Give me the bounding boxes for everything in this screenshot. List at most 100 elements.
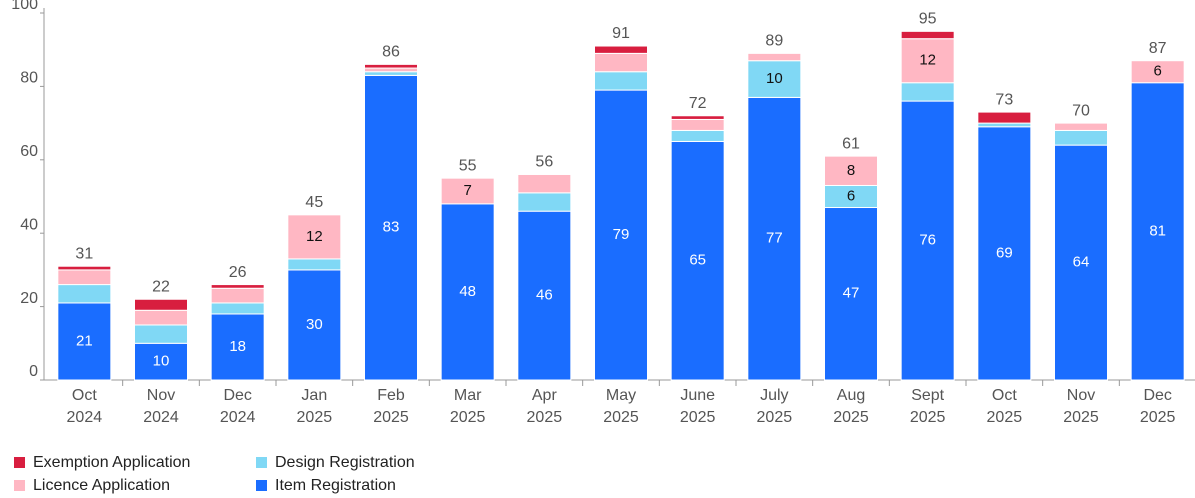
total-label: 26	[229, 264, 247, 281]
x-tick-label: 2025	[833, 409, 869, 426]
total-label: 73	[995, 91, 1013, 108]
y-tick-label: 40	[20, 216, 38, 233]
data-label: 64	[1073, 254, 1090, 271]
bar-segment	[900, 82, 955, 102]
y-tick-label: 20	[20, 290, 38, 307]
x-tick-label: Dec	[223, 387, 251, 404]
data-label: 12	[306, 228, 323, 245]
bar-segment	[900, 30, 955, 40]
y-tick-label: 0	[29, 363, 38, 380]
bar-segment	[440, 177, 495, 205]
data-label: 79	[613, 226, 630, 243]
data-label: 21	[76, 332, 93, 349]
bar-segment	[670, 140, 725, 381]
total-label: 72	[689, 95, 707, 112]
total-label: 86	[382, 44, 400, 61]
x-tick-label: 2025	[987, 409, 1023, 426]
bar-segment	[57, 269, 112, 286]
legend-swatch	[256, 480, 267, 491]
data-label: 12	[919, 52, 936, 69]
x-tick-label: Apr	[532, 387, 558, 404]
y-tick-label: 100	[11, 0, 38, 13]
total-label: 91	[612, 25, 630, 42]
x-tick-label: 2025	[527, 409, 563, 426]
total-label: 70	[1072, 102, 1090, 119]
bar-segment	[1054, 122, 1108, 131]
bar-segment	[517, 173, 572, 194]
bar-segment	[364, 71, 418, 76]
bar-segment	[670, 129, 725, 142]
x-tick-label: 2024	[67, 409, 103, 426]
x-tick-label: May	[606, 387, 636, 404]
bar-segment	[747, 60, 802, 98]
total-label: 22	[152, 278, 170, 295]
x-tick-label: July	[760, 387, 788, 404]
data-label: 77	[766, 230, 783, 247]
data-label: 83	[383, 219, 400, 236]
total-label: 61	[842, 135, 860, 152]
bar-segment	[210, 302, 265, 315]
bar-segment	[57, 302, 112, 381]
x-tick-label: 2025	[680, 409, 716, 426]
bar-segment	[134, 342, 188, 381]
data-label: 69	[996, 244, 1013, 261]
x-tick-label: 2025	[603, 409, 639, 426]
y-tick-label: 60	[20, 143, 38, 160]
bar-segment	[594, 45, 648, 54]
bar-segment	[517, 210, 572, 381]
data-label: 65	[689, 252, 706, 269]
data-label: 6	[1153, 63, 1161, 80]
legend-label: Item Registration	[275, 477, 396, 494]
x-tick-label: Jan	[301, 387, 327, 404]
bar-segment	[287, 214, 342, 260]
data-label: 46	[536, 287, 553, 304]
bar-segment	[977, 111, 1032, 124]
data-label: 8	[847, 162, 855, 179]
bar-segment	[134, 309, 188, 326]
bar-segment	[210, 284, 265, 289]
bar-segment	[364, 67, 418, 73]
x-tick-label: 2025	[297, 409, 333, 426]
data-label: 18	[229, 338, 246, 355]
data-label: 48	[459, 283, 476, 300]
x-tick-label: Nov	[1067, 387, 1095, 404]
data-label: 76	[919, 232, 936, 249]
x-tick-label: Dec	[1143, 387, 1171, 404]
bar-segment	[594, 71, 648, 91]
data-label: 47	[843, 285, 860, 302]
x-tick-label: Sept	[911, 387, 944, 404]
x-tick-label: June	[680, 387, 715, 404]
total-label: 31	[75, 245, 93, 262]
data-label: 10	[766, 70, 783, 87]
x-tick-label: 2025	[1140, 409, 1176, 426]
total-label: 56	[535, 154, 553, 171]
total-label: 55	[459, 157, 477, 174]
x-tick-label: 2025	[450, 409, 486, 426]
x-tick-label: 2025	[373, 409, 409, 426]
x-tick-label: 2024	[220, 409, 256, 426]
bar-segment	[670, 118, 725, 131]
total-label: 87	[1149, 40, 1167, 57]
total-label: 95	[919, 11, 937, 28]
bar-segment	[747, 52, 802, 62]
x-tick-label: Nov	[147, 387, 175, 404]
bar-segment	[900, 100, 955, 381]
x-tick-label: Oct	[992, 387, 1017, 404]
bar-segment	[517, 192, 572, 212]
bar-segment	[1054, 144, 1108, 381]
legend-label: Exemption Application	[33, 454, 190, 471]
x-tick-label: 2025	[910, 409, 946, 426]
x-tick-label: 2025	[757, 409, 793, 426]
x-tick-label: 2024	[143, 409, 179, 426]
bar-segment	[594, 52, 648, 73]
legend-swatch	[14, 457, 25, 468]
bar-segment	[210, 313, 265, 381]
bar-segment	[364, 63, 418, 69]
bar-segment	[1130, 60, 1185, 84]
legend-label: Design Registration	[275, 454, 415, 471]
bar-segment	[364, 74, 418, 381]
bar-segment	[134, 324, 188, 344]
bar-segment	[977, 122, 1032, 128]
bar-segment	[287, 269, 342, 381]
